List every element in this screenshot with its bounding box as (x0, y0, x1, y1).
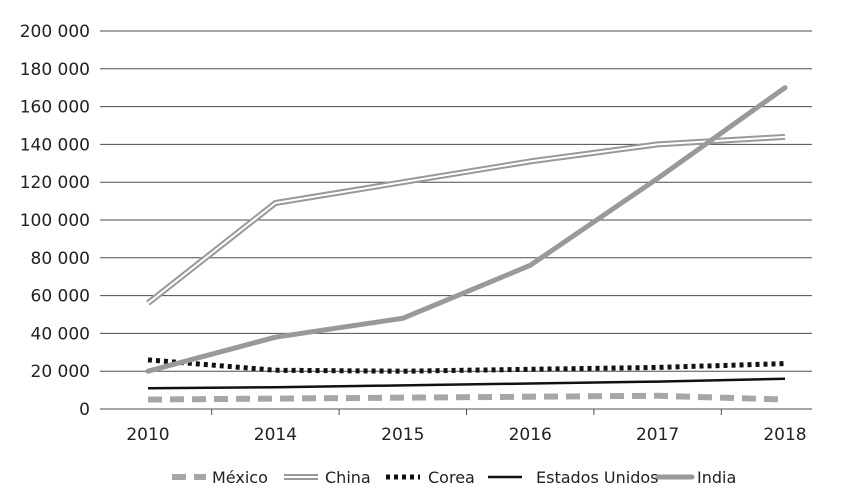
legend: México China Corea Estados Unidos India (172, 468, 736, 487)
legend-item: India (655, 468, 736, 487)
legend-item: Estados Unidos (488, 468, 658, 487)
y-tick-label: 100 000 (20, 211, 90, 231)
y-tick-label: 140 000 (20, 135, 90, 155)
gridlines (100, 30, 812, 410)
series-line-méxico (147, 392, 786, 403)
legend-label: Corea (428, 468, 475, 487)
y-tick-label: 20 000 (31, 362, 90, 382)
series-line-corea (147, 357, 786, 374)
x-tick-label: 2014 (254, 425, 297, 445)
series-line-china (146, 133, 786, 306)
y-tick-label: 0 (79, 400, 90, 420)
y-tick-label: 200 000 (20, 22, 90, 42)
y-tick-label: 80 000 (31, 249, 90, 269)
y-tick-label: 120 000 (20, 173, 90, 193)
series-line-estados-unidos (147, 377, 786, 390)
legend-item: China (284, 468, 371, 487)
x-tick-label: 2018 (763, 425, 806, 445)
legend-label: China (325, 468, 371, 487)
series-lines (145, 85, 788, 403)
legend-label: India (697, 468, 736, 487)
series-line-india (145, 85, 788, 374)
axes: 0 20 000 40 000 60 000 80 000 100 000 120 000 1… (20, 22, 807, 445)
y-tick-label: 60 000 (31, 287, 90, 307)
x-tick-label: 2016 (509, 425, 552, 445)
x-tick-label: 2017 (636, 425, 679, 445)
y-tick-label: 160 000 (20, 98, 90, 118)
legend-label: Estados Unidos (536, 468, 658, 487)
y-tick-label: 180 000 (20, 60, 90, 80)
x-tick-label: 2015 (381, 425, 424, 445)
legend-label: México (212, 468, 268, 487)
x-tick-label: 2010 (126, 425, 169, 445)
legend-item: Corea (386, 468, 475, 487)
y-tick-label: 40 000 (31, 324, 90, 344)
legend-item: México (172, 468, 268, 487)
